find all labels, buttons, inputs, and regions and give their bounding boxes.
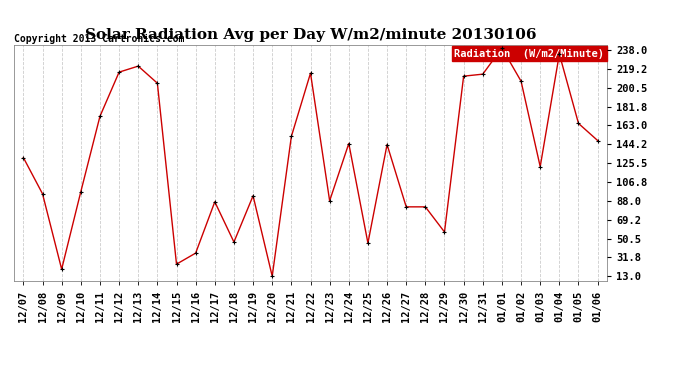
Point	[132, 63, 144, 69]
Point	[267, 273, 278, 279]
Point	[209, 199, 220, 205]
Point	[343, 141, 354, 147]
Point	[95, 113, 106, 119]
Point	[439, 229, 450, 235]
Point	[362, 240, 373, 246]
Point	[228, 239, 239, 245]
Point	[324, 198, 335, 204]
Point	[75, 189, 86, 195]
Point	[382, 141, 393, 147]
Point	[286, 134, 297, 140]
Point	[535, 164, 546, 170]
Point	[56, 266, 67, 272]
Point	[401, 204, 412, 210]
Point	[114, 69, 125, 75]
Point	[190, 250, 201, 256]
Point	[592, 138, 603, 144]
Point	[248, 193, 259, 199]
Point	[171, 261, 182, 267]
Point	[573, 120, 584, 126]
Point	[152, 80, 163, 86]
Title: Solar Radiation Avg per Day W/m2/minute 20130106: Solar Radiation Avg per Day W/m2/minute …	[85, 28, 536, 42]
Point	[554, 51, 565, 57]
Point	[420, 204, 431, 210]
Text: Radiation  (W/m2/Minute): Radiation (W/m2/Minute)	[454, 48, 604, 58]
Point	[496, 45, 507, 51]
Point	[305, 70, 316, 76]
Point	[18, 154, 29, 160]
Point	[477, 71, 489, 77]
Text: Copyright 2013 Cartronics.com: Copyright 2013 Cartronics.com	[14, 34, 184, 44]
Point	[37, 191, 48, 197]
Point	[515, 78, 526, 84]
Point	[458, 73, 469, 79]
